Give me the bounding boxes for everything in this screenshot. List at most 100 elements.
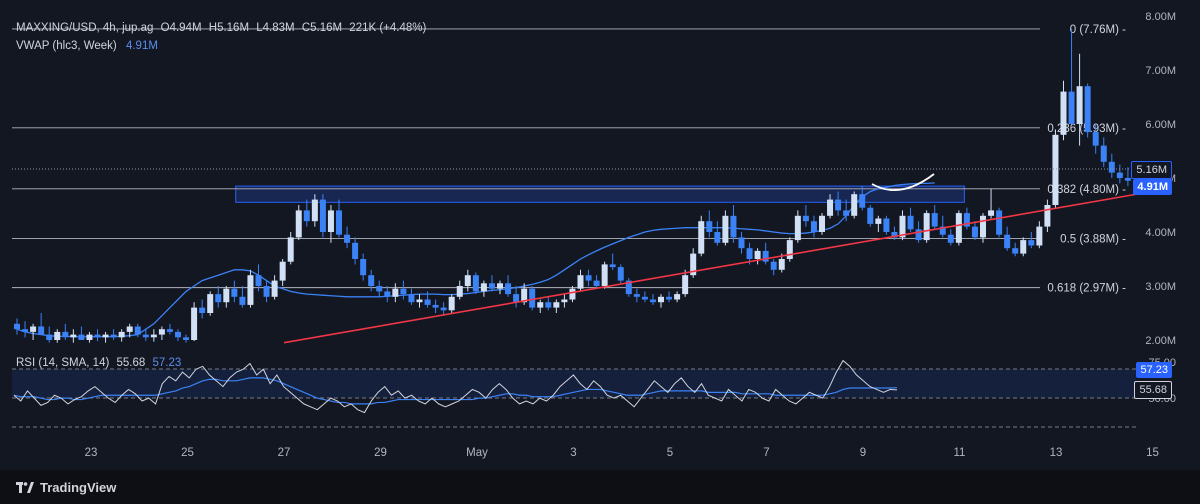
candle-body bbox=[78, 334, 85, 340]
candle-body bbox=[303, 210, 310, 222]
candle-body bbox=[819, 215, 825, 232]
candle-body bbox=[859, 194, 866, 208]
price-tick-label: 4.00M bbox=[1145, 227, 1176, 239]
candle-body bbox=[955, 213, 962, 243]
candle-body bbox=[762, 250, 769, 262]
candle-body bbox=[883, 218, 890, 232]
candle-body bbox=[134, 326, 141, 335]
candle-body bbox=[416, 299, 423, 303]
vwap-line bbox=[16, 182, 935, 338]
price-tick-label: 2.00M bbox=[1145, 335, 1176, 347]
candle-body bbox=[1044, 205, 1051, 227]
candle-body bbox=[102, 334, 109, 338]
symbol-legend[interactable]: MAXXING/USD, 4h, jup.ag O4.94M H5.16M L4… bbox=[16, 22, 426, 34]
time-tick-label: 7 bbox=[763, 447, 769, 459]
candle-body bbox=[770, 261, 777, 270]
fib-label: 0.5 (3.88M) - bbox=[1060, 233, 1126, 245]
ohlc-open: O4.94M bbox=[160, 22, 202, 34]
vwap-legend[interactable]: VWAP (hlc3, Week) 4.91M bbox=[16, 40, 158, 52]
fib-label: 0.618 (2.97M) - bbox=[1047, 283, 1126, 295]
candle-body bbox=[1076, 86, 1083, 124]
candle-body bbox=[231, 288, 238, 297]
candle-body bbox=[569, 288, 576, 300]
ohlc-close: C5.16M bbox=[301, 22, 343, 34]
tradingview-icon bbox=[16, 481, 34, 493]
candle-body bbox=[561, 299, 568, 303]
candle-body bbox=[448, 296, 455, 311]
candle-body bbox=[295, 210, 302, 238]
time-tick-label: 29 bbox=[374, 447, 387, 459]
candle-body bbox=[239, 296, 246, 305]
candle-body bbox=[577, 275, 584, 289]
fib-levels: 0 (7.76M) -0.236 (5.93M) -0.382 (4.80M) … bbox=[12, 24, 1126, 295]
trendline[interactable] bbox=[283, 192, 1143, 344]
time-tick-label: 5 bbox=[667, 447, 673, 459]
tradingview-wordmark: TradingView bbox=[40, 480, 117, 495]
rsi-line bbox=[13, 359, 898, 414]
price-tick-label: 8.00M bbox=[1145, 11, 1176, 23]
candle-body bbox=[947, 234, 954, 243]
candle-body bbox=[835, 199, 842, 211]
candle-body bbox=[207, 294, 214, 313]
candle-body bbox=[142, 334, 149, 338]
candle-body bbox=[255, 275, 262, 286]
candle-body bbox=[754, 250, 761, 259]
candle-body bbox=[424, 299, 431, 305]
candle-body bbox=[54, 331, 61, 340]
candle-body bbox=[464, 275, 471, 286]
candle-body bbox=[617, 267, 624, 281]
candle-body bbox=[440, 307, 447, 311]
candle-body bbox=[360, 259, 367, 276]
vwap-value: 4.91M bbox=[125, 40, 158, 52]
price-tick-label: 6.00M bbox=[1145, 119, 1176, 131]
candle-body bbox=[988, 210, 995, 216]
ohlc-change: 221K (+4.48%) bbox=[349, 22, 427, 34]
candle-body bbox=[110, 334, 117, 338]
candle-body bbox=[223, 288, 230, 303]
rsi-legend[interactable]: RSI (14, SMA, 14) 55.68 57.23 bbox=[16, 357, 181, 369]
rsi-value: 55.68 bbox=[116, 357, 146, 369]
candle-body bbox=[30, 326, 37, 332]
candle-body bbox=[368, 275, 375, 286]
candle-body bbox=[666, 296, 673, 300]
time-axis[interactable]: 23 25 27 29 May 3 5 7 9 11 13 15 bbox=[85, 447, 1159, 459]
candle-body bbox=[690, 253, 697, 276]
rounded-bottom-annotation[interactable] bbox=[871, 173, 935, 191]
candle-body bbox=[1116, 172, 1123, 178]
candle-body bbox=[907, 215, 914, 230]
tradingview-logo[interactable]: TradingView bbox=[16, 480, 116, 495]
candle-body bbox=[384, 291, 391, 297]
fib-label: 0 (7.76M) - bbox=[1070, 24, 1126, 36]
candle-body bbox=[923, 213, 930, 241]
candle-body bbox=[271, 280, 278, 297]
candle-body bbox=[963, 213, 970, 227]
candle-body bbox=[649, 299, 656, 303]
candle-body bbox=[150, 334, 157, 338]
candle-body bbox=[247, 275, 254, 305]
candle-body bbox=[746, 248, 753, 259]
candle-body bbox=[199, 307, 206, 313]
candle-body bbox=[311, 199, 318, 222]
candle-body bbox=[22, 329, 29, 332]
fib-label: 0.382 (4.80M) - bbox=[1047, 184, 1126, 196]
vwap-price-badge: 4.91M bbox=[1133, 179, 1172, 195]
candle-body bbox=[529, 288, 536, 308]
candle-body bbox=[344, 234, 351, 243]
candle-body bbox=[94, 334, 101, 338]
candle-body bbox=[1100, 145, 1107, 162]
candle-body bbox=[778, 259, 785, 270]
candle-body bbox=[794, 215, 801, 241]
candle-body bbox=[601, 264, 608, 286]
price-tick-label: 3.00M bbox=[1145, 281, 1176, 293]
candle-body bbox=[352, 242, 359, 259]
rsi-label: RSI (14, SMA, 14) bbox=[16, 357, 110, 369]
candle-body bbox=[456, 286, 463, 297]
resistance-zone bbox=[235, 185, 965, 203]
candle-body bbox=[1036, 226, 1043, 246]
candle-body bbox=[931, 213, 938, 227]
candle-body bbox=[939, 226, 946, 235]
candle-body bbox=[915, 229, 922, 241]
candle-body bbox=[166, 329, 173, 332]
candle-body bbox=[287, 237, 294, 262]
